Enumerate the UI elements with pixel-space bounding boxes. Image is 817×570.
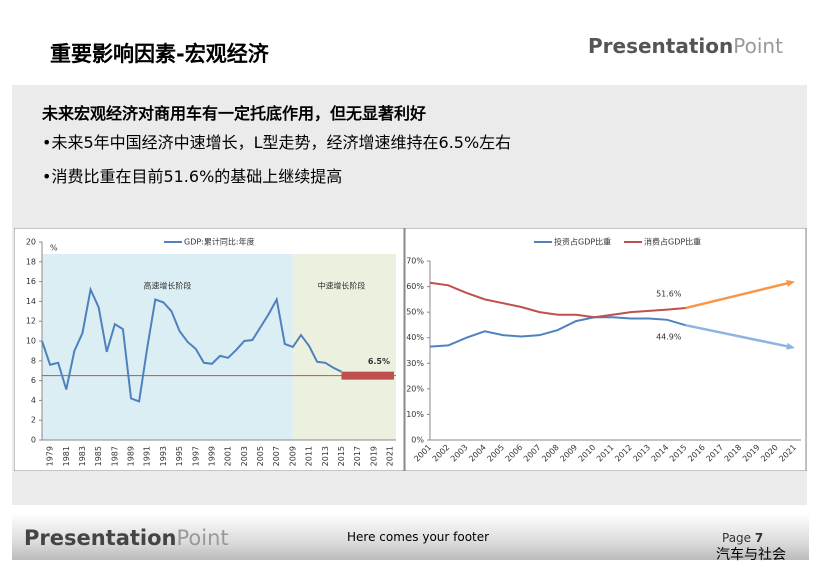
title: 重要影响因素-宏观经济 <box>50 42 269 66</box>
x-tick-label: 1995 <box>175 446 184 466</box>
y-tick-label: 4 <box>31 396 36 405</box>
y-tick-label: 40% <box>406 333 424 342</box>
x-tick-label: 1991 <box>143 446 152 466</box>
x-tick-label: 1989 <box>127 446 136 466</box>
x-tick-label: 2017 <box>353 446 362 466</box>
y-tick-label: 20 <box>26 238 36 247</box>
arrow-head <box>786 280 795 287</box>
data-label: 44.9% <box>656 333 682 342</box>
footer-text: Here comes your footer <box>347 530 490 544</box>
bullet: •未来5年中国经济中速增长，L型走势，经济增速维持在6.5%左右 <box>42 133 512 152</box>
x-tick-label: 2009 <box>288 446 297 466</box>
x-tick-label: 2007 <box>272 446 281 466</box>
x-tick-label: 1983 <box>78 446 87 466</box>
unit: % <box>50 244 58 253</box>
x-tick-label: 2013 <box>321 446 330 466</box>
charts: 高速增长阶段 中速增长阶段% 0 2 4 6 8 10 12 14 16 18 20 1979 1981 19… <box>14 228 807 471</box>
y-tick-label: 60% <box>406 282 424 291</box>
line-series <box>429 281 686 319</box>
trend-arrow <box>685 323 790 348</box>
x-tick-label: 1999 <box>207 446 216 466</box>
annotation: 中速增长阶段 <box>317 281 365 291</box>
y-tick-label: 0% <box>411 436 424 445</box>
x-tick-label: 1985 <box>94 446 103 466</box>
y-tick-label: 18 <box>26 257 36 266</box>
logo-b: Point <box>176 526 229 550</box>
watermark: 汽车与社会 <box>716 547 786 563</box>
page-label: Page <box>722 531 752 545</box>
y-tick-label: 70% <box>406 257 424 266</box>
y-tick-label: 10 <box>26 337 36 346</box>
data-label: 51.6% <box>656 290 682 299</box>
legend-label: 消费占GDP比重 <box>644 237 701 247</box>
y-tick-label: 50% <box>406 308 424 317</box>
y-tick-label: 6 <box>31 376 36 385</box>
logo-b: Point <box>733 34 783 58</box>
arrow-head <box>786 342 795 350</box>
x-tick-label: 1993 <box>159 446 168 466</box>
y-tick-label: 30% <box>406 359 424 368</box>
chart-frame <box>404 228 807 471</box>
logo: PresentationPoint <box>588 34 783 58</box>
page-num: 7 <box>754 531 764 545</box>
heading: 未来宏观经济对商用车有一定托底作用，但无显著利好 <box>42 104 427 123</box>
x-tick-label: 1981 <box>62 446 71 466</box>
x-tick-label: 1979 <box>46 446 55 466</box>
footer-logo: PresentationPoint <box>24 526 229 550</box>
target-bar <box>341 371 394 380</box>
target-label: 6.5% <box>368 357 390 366</box>
y-tick-label: 2 <box>31 416 36 425</box>
x-tick-label: 2001 <box>224 446 233 466</box>
legend-label: 投资占GDP比重 <box>554 237 611 247</box>
logo-a: Presentation <box>24 526 177 550</box>
x-tick-label: 2019 <box>369 446 378 466</box>
x-tick-label: 2021 <box>386 446 395 466</box>
page-number: Page 7 <box>722 531 763 545</box>
y-tick-label: 10% <box>406 410 424 419</box>
y-tick-label: 12 <box>26 317 36 326</box>
y-tick-label: 0 <box>31 436 36 445</box>
y-tick-label: 14 <box>26 297 36 306</box>
x-tick-label: 2005 <box>256 446 265 466</box>
y-tick-label: 20% <box>406 384 424 393</box>
y-tick-label: 8 <box>31 356 36 365</box>
line-series <box>41 286 342 403</box>
annotation: 高速增长阶段 <box>143 281 191 291</box>
legend-label: GDP:累计同比:年度 <box>184 237 255 247</box>
x-tick-label: 2011 <box>305 446 314 466</box>
logo-a: Presentation <box>588 34 734 58</box>
x-tick-label: 1987 <box>110 446 119 466</box>
phase-bg <box>42 254 293 440</box>
x-tick-label: 1997 <box>191 446 200 466</box>
x-tick-label: 2015 <box>337 446 346 466</box>
trend-arrow <box>685 281 790 310</box>
x-tick-label: 2003 <box>240 446 249 466</box>
y-tick-label: 16 <box>26 277 36 286</box>
bullet: •消费比重在目前51.6%的基础上继续提高 <box>42 167 343 186</box>
line-series <box>429 316 686 348</box>
footer-bar <box>12 513 809 560</box>
